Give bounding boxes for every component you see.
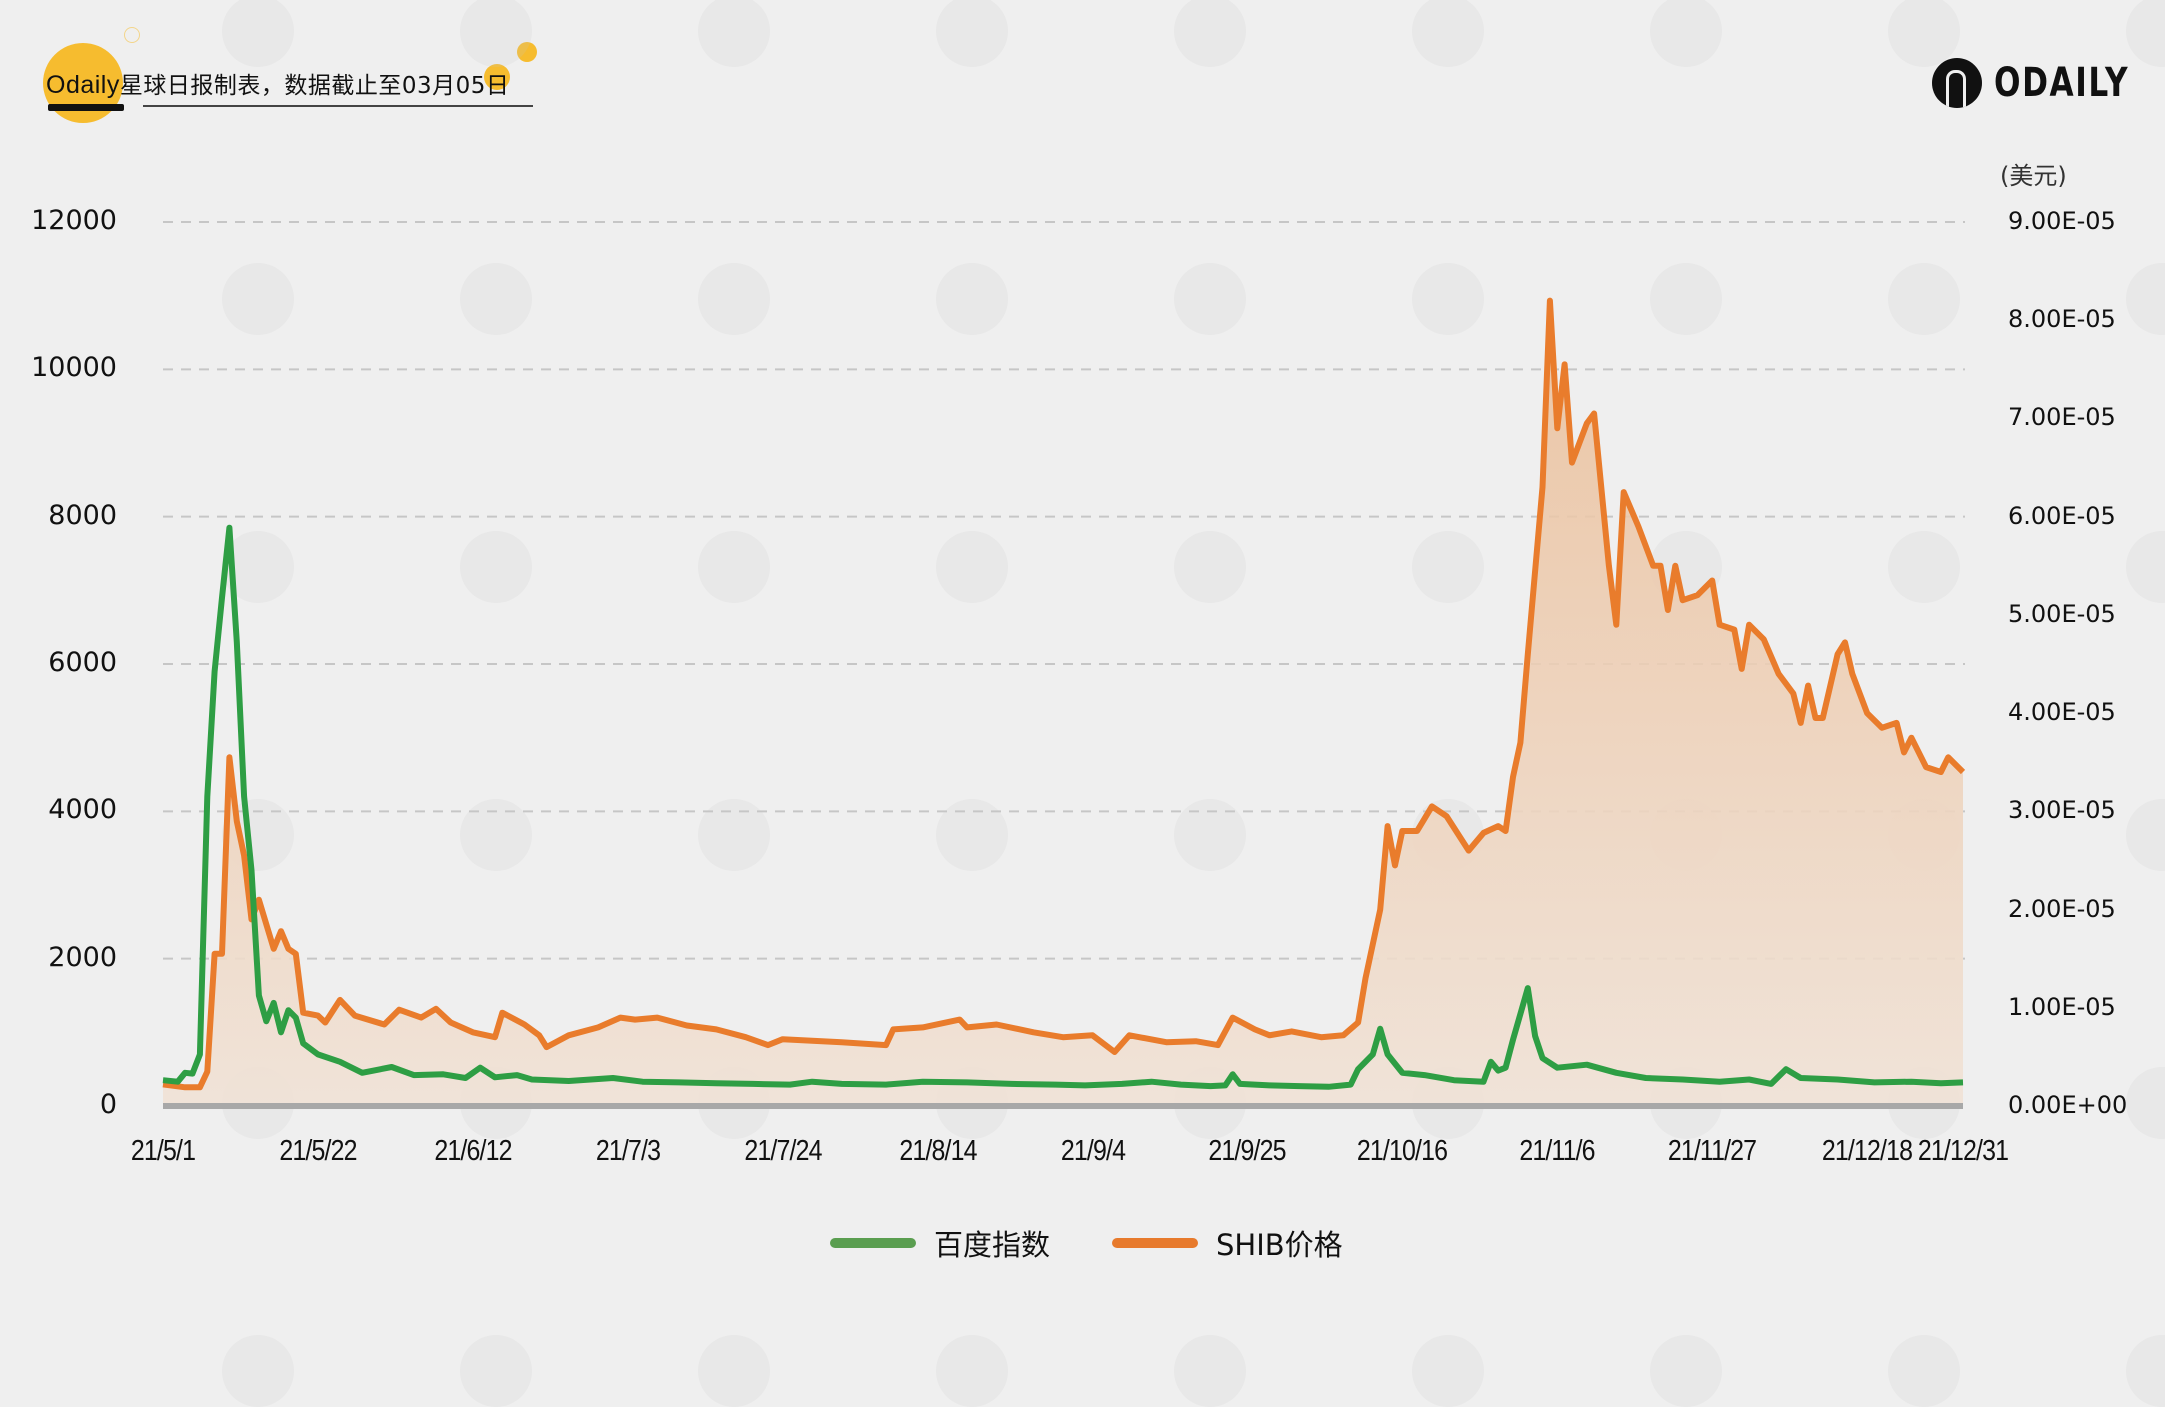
watermark-logo-icon bbox=[222, 1335, 294, 1407]
y-tick-right: 7.00E-05 bbox=[2008, 403, 2116, 432]
logo-text: ODAILY bbox=[1994, 60, 2130, 106]
watermark-logo-icon bbox=[1888, 0, 1960, 67]
watermark-logo-icon bbox=[1412, 0, 1484, 67]
y-tick-left: 4000 bbox=[48, 794, 117, 826]
y-tick-left: 10000 bbox=[31, 352, 117, 384]
decorative-yellow-dot-icon bbox=[517, 42, 537, 62]
x-tick: 21/5/1 bbox=[130, 1135, 196, 1167]
y-tick-right: 1.00E-05 bbox=[2008, 992, 2116, 1021]
watermark-logo-icon bbox=[698, 0, 770, 67]
x-tick: 21/9/4 bbox=[1060, 1135, 1125, 1167]
legend-item-baidu: 百度指数 bbox=[830, 1222, 1050, 1264]
legend-label: 百度指数 bbox=[934, 1228, 1051, 1262]
watermark-logo-icon bbox=[1174, 1335, 1246, 1407]
decorative-ring-icon bbox=[124, 27, 140, 43]
watermark-logo-icon bbox=[460, 531, 532, 603]
legend-swatch-orange bbox=[1112, 1238, 1198, 1248]
y-tick-left: 8000 bbox=[48, 499, 117, 531]
odaily-logo-icon bbox=[1932, 58, 1982, 108]
x-tick: 21/10/16 bbox=[1357, 1135, 1448, 1167]
chart-title: Odaily星球日报制表，数据截止至03月05日 bbox=[46, 66, 509, 100]
watermark-logo-icon bbox=[460, 263, 532, 335]
watermark-logo-icon bbox=[698, 1335, 770, 1407]
x-tick: 21/12/31 bbox=[1917, 1135, 2009, 1167]
watermark-logo-icon bbox=[1888, 531, 1960, 603]
watermark-logo-icon bbox=[1412, 263, 1484, 335]
watermark-logo-icon bbox=[2126, 1335, 2165, 1407]
x-tick: 21/6/12 bbox=[434, 1135, 512, 1167]
legend-swatch-green bbox=[830, 1238, 916, 1248]
legend-item-shib: SHIB价格 bbox=[1112, 1222, 1343, 1264]
watermark-logo-icon bbox=[1174, 263, 1246, 335]
watermark-logo-icon bbox=[222, 263, 294, 335]
watermark-logo-icon bbox=[1650, 0, 1722, 67]
chart-header: Odaily星球日报制表，数据截止至03月05日 bbox=[0, 0, 800, 130]
watermark-logo-icon bbox=[1888, 263, 1960, 335]
watermark-logo-icon bbox=[936, 1335, 1008, 1407]
baidu-index-line bbox=[162, 524, 1964, 1090]
legend-label: SHIB价格 bbox=[1216, 1228, 1343, 1262]
y-tick-right: 4.00E-05 bbox=[2008, 698, 2116, 727]
title-text: 星球日报制表，数据截止至03月05日 bbox=[119, 73, 510, 99]
watermark-logo-icon bbox=[1412, 1335, 1484, 1407]
watermark-logo-icon bbox=[460, 1335, 532, 1407]
y-tick-right: 6.00E-05 bbox=[2008, 501, 2116, 530]
title-accent-bar bbox=[48, 104, 124, 111]
watermark-logo-icon bbox=[1888, 1335, 1960, 1407]
title-underline bbox=[143, 105, 533, 107]
y-tick-left: 2000 bbox=[48, 941, 117, 973]
shib-area-fill bbox=[163, 300, 1963, 1107]
y-tick-right: 5.00E-05 bbox=[2008, 599, 2116, 628]
x-tick: 21/11/6 bbox=[1519, 1135, 1596, 1167]
x-tick: 21/7/24 bbox=[744, 1135, 822, 1167]
y-tick-right: 3.00E-05 bbox=[2008, 796, 2116, 825]
x-tick: 21/8/14 bbox=[898, 1135, 977, 1167]
watermark-logo-icon bbox=[222, 0, 294, 67]
watermark-logo-icon bbox=[936, 263, 1008, 335]
y-tick-right: 8.00E-05 bbox=[2008, 305, 2116, 334]
brand-name: Odaily bbox=[46, 71, 120, 99]
watermark-logo-icon bbox=[936, 0, 1008, 67]
shib-price-line bbox=[162, 297, 1966, 1091]
watermark-logo-icon bbox=[1650, 1335, 1722, 1407]
watermark-logo-icon bbox=[698, 531, 770, 603]
watermark-logo-icon bbox=[1174, 0, 1246, 67]
line-chart bbox=[162, 221, 1966, 1109]
x-tick: 21/11/27 bbox=[1667, 1135, 1757, 1167]
watermark-logo-icon bbox=[460, 0, 532, 67]
right-axis-unit: (美元) bbox=[2000, 162, 2067, 190]
x-tick: 21/7/3 bbox=[595, 1135, 661, 1167]
watermark-logo-icon bbox=[1412, 531, 1484, 603]
x-tick: 21/12/18 bbox=[1821, 1135, 1913, 1167]
y-tick-right: 0.00E+00 bbox=[2008, 1091, 2128, 1119]
watermark-logo-icon bbox=[936, 531, 1008, 603]
odaily-logo: ODAILY bbox=[1932, 58, 2165, 108]
x-tick: 21/9/25 bbox=[1208, 1135, 1287, 1167]
watermark-logo-icon bbox=[698, 263, 770, 335]
y-tick-left: 6000 bbox=[48, 647, 117, 678]
y-tick-left: 0 bbox=[99, 1089, 117, 1120]
y-tick-right: 2.00E-05 bbox=[2008, 894, 2116, 923]
decorative-highlight-dot-icon bbox=[484, 64, 510, 90]
x-tick: 21/5/22 bbox=[279, 1135, 357, 1167]
watermark-logo-icon bbox=[1650, 263, 1722, 335]
y-tick-right: 9.00E-05 bbox=[2008, 207, 2116, 235]
watermark-logo-icon bbox=[1174, 531, 1246, 603]
y-tick-left: 12000 bbox=[31, 205, 117, 236]
